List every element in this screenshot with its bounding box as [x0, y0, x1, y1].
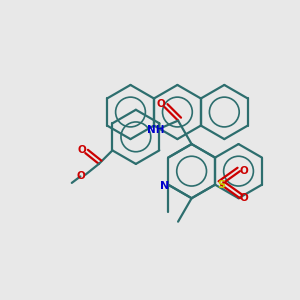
Text: NH: NH: [147, 125, 164, 135]
Text: O: O: [240, 166, 248, 176]
Text: O: O: [78, 145, 86, 155]
Text: O: O: [240, 193, 248, 203]
Text: N: N: [160, 181, 169, 191]
Text: O: O: [157, 99, 166, 109]
Text: S: S: [217, 180, 225, 190]
Text: O: O: [76, 171, 85, 182]
